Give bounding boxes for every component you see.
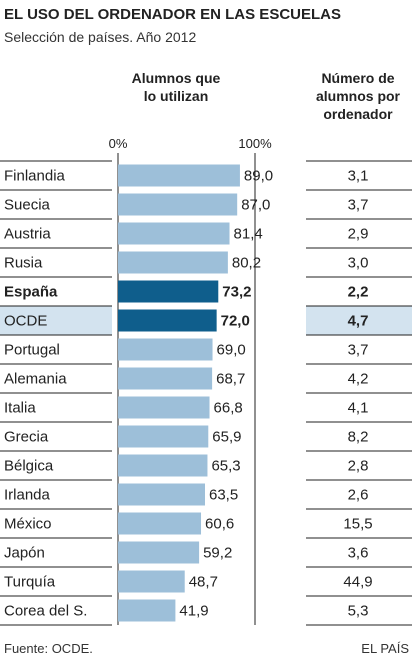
footer-credit: EL PAÍS (361, 641, 409, 656)
bar-11 (118, 483, 205, 506)
ratio-value-label: 3,6 (348, 545, 369, 562)
bar-value-label: 80,2 (232, 255, 261, 272)
ratio-value-label: 3,7 (348, 197, 369, 214)
ratio-value-label: 2,2 (348, 284, 369, 301)
bar-3 (118, 251, 228, 274)
country-label: Finlandia (4, 168, 66, 185)
bar-7 (118, 367, 213, 390)
bar-value-label: 68,7 (216, 371, 245, 388)
country-label: Japón (4, 545, 45, 562)
ratio-value-label: 8,2 (348, 429, 369, 446)
ratio-value-label: 4,7 (348, 313, 369, 330)
country-label: Corea del S. (4, 603, 87, 620)
bar-9 (118, 425, 209, 448)
chart-subtitle: Selección de países. Año 2012 (4, 29, 196, 45)
ratio-value-label: 5,3 (348, 603, 369, 620)
bar-10 (118, 454, 208, 477)
country-label: Italia (4, 400, 36, 417)
country-label: Suecia (4, 197, 51, 214)
ratio-value-label: 2,6 (348, 487, 369, 504)
bar-value-label: 48,7 (189, 574, 218, 591)
ratio-header: Número de alumnos por ordenador (316, 70, 401, 122)
country-label: Portugal (4, 342, 60, 359)
axis-label-max: 100% (238, 136, 272, 151)
rows: Finlandia 89,0 3,1 Suecia 87,0 3,7 Austria 81,4… (0, 153, 412, 626)
bar-value-label: 87,0 (241, 197, 270, 214)
ratio-header-line-1: Número de (321, 70, 394, 86)
bar-6 (118, 338, 213, 361)
axis-label-min: 0% (109, 136, 128, 151)
country-label: Alemania (4, 371, 67, 388)
ratio-value-label: 4,2 (348, 371, 369, 388)
row-shade-ratio (306, 306, 412, 335)
bar-value-label: 72,0 (221, 313, 250, 330)
bar-value-label: 63,5 (209, 487, 238, 504)
bar-13 (118, 541, 200, 564)
ratio-value-label: 3,7 (348, 342, 369, 359)
ratio-value-label: 2,8 (348, 458, 369, 475)
bar-8 (118, 396, 210, 419)
bar-1 (118, 193, 238, 216)
bar-value-label: 81,4 (234, 226, 263, 243)
country-label: Bélgica (4, 458, 54, 475)
bar-value-label: 65,9 (212, 429, 241, 446)
ratio-value-label: 4,1 (348, 400, 369, 417)
ratio-header-line-3: ordenador (323, 106, 393, 122)
bar-4 (118, 280, 219, 303)
country-label: Grecia (4, 429, 49, 446)
bar-5 (118, 309, 217, 332)
country-label: OCDE (4, 313, 47, 330)
country-label: México (4, 516, 52, 533)
bars-header: Alumnos que lo utilizan (132, 70, 221, 104)
bar-value-label: 73,2 (222, 284, 251, 301)
country-label: España (4, 284, 58, 301)
bar-15 (118, 599, 176, 622)
ratio-value-label: 2,9 (348, 226, 369, 243)
ratio-value-label: 3,0 (348, 255, 369, 272)
bar-2 (118, 222, 230, 245)
country-label: Rusia (4, 255, 43, 272)
country-label: Austria (4, 226, 51, 243)
bar-12 (118, 512, 202, 535)
country-label: Irlanda (4, 487, 51, 504)
ratio-value-label: 15,5 (343, 516, 372, 533)
bar-value-label: 69,0 (217, 342, 246, 359)
bars-header-line-2: lo utilizan (144, 88, 209, 104)
bar-0 (118, 164, 240, 187)
bars-header-line-1: Alumnos que (132, 70, 221, 86)
country-label: Turquía (4, 574, 56, 591)
bar-value-label: 60,6 (205, 516, 234, 533)
footer-source: Fuente: OCDE. (4, 641, 93, 656)
bar-value-label: 41,9 (179, 603, 208, 620)
bar-value-label: 89,0 (244, 168, 273, 185)
ratio-value-label: 44,9 (343, 574, 372, 591)
bar-14 (118, 570, 185, 593)
chart-title: EL USO DEL ORDENADOR EN LAS ESCUELAS (4, 6, 341, 23)
bar-value-label: 65,3 (211, 458, 240, 475)
ratio-header-line-2: alumnos por (316, 88, 401, 104)
ratio-value-label: 3,1 (348, 168, 369, 185)
bar-value-label: 59,2 (203, 545, 232, 562)
row-shade-label (0, 306, 112, 335)
bar-value-label: 66,8 (214, 400, 243, 417)
